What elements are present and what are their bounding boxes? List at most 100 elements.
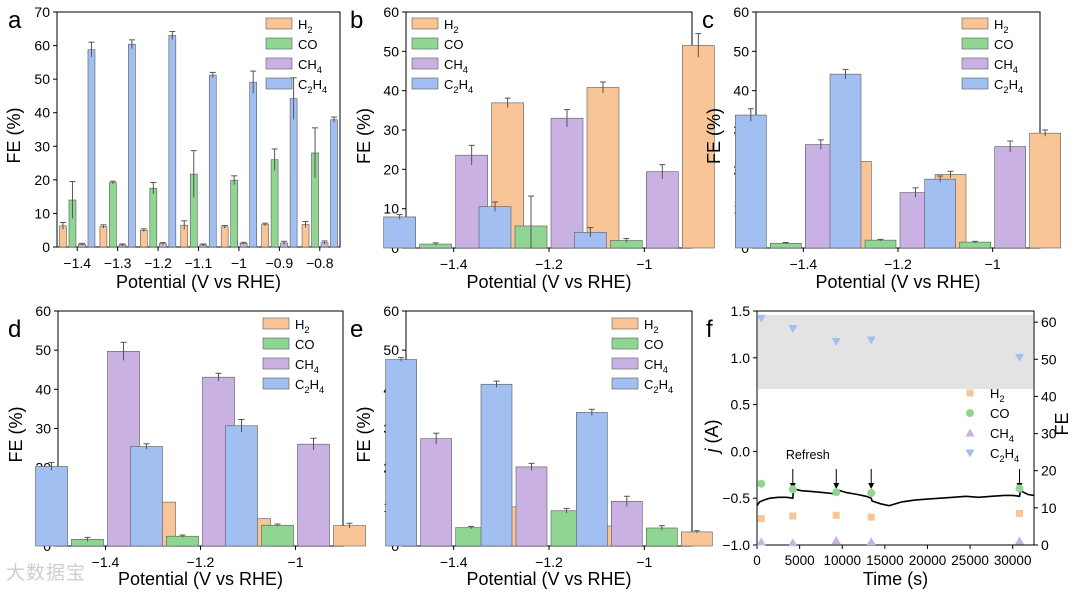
- y-right-tick-label: 50: [1041, 351, 1057, 367]
- marker-CH4: [831, 536, 841, 545]
- bar-C2H4: [225, 425, 258, 547]
- legend-swatch: [611, 337, 639, 350]
- y-tick-label: 20: [34, 172, 50, 188]
- bar-H2: [261, 224, 269, 248]
- bar-CH4: [297, 443, 330, 547]
- x-axis-label: Potential (V vs RHE): [815, 272, 980, 292]
- legend-swatch: [611, 357, 639, 370]
- y-tick-label: 40: [733, 83, 749, 99]
- bar-C2H4: [289, 98, 298, 248]
- panel-letter: a: [8, 7, 22, 34]
- y-tick-label: 60: [383, 303, 399, 319]
- y-left-tick-label: −0.5: [722, 490, 750, 506]
- x-tick-label: −1: [636, 256, 652, 272]
- x-tick-label: −1.2: [144, 255, 172, 271]
- x-tick-label: 5000: [785, 553, 815, 568]
- legend-swatch: [411, 37, 439, 50]
- bar-CH4: [611, 501, 643, 547]
- legend-label: H2: [990, 386, 1005, 404]
- marker-H2: [757, 515, 765, 523]
- bar-CO: [959, 241, 991, 249]
- x-tick-label: −1: [985, 256, 1001, 272]
- y-right-axis-label: FE: [1052, 412, 1072, 435]
- bar-H2: [1029, 132, 1061, 249]
- legend-label: CO: [298, 37, 318, 52]
- y-left-tick-label: 0.0: [731, 443, 751, 459]
- refresh-arrowhead: [868, 483, 875, 489]
- bar-C2H4: [478, 206, 512, 249]
- bar-C2H4: [924, 178, 956, 249]
- x-tick-label: 15000: [866, 553, 904, 568]
- bar-CO: [864, 239, 897, 249]
- bar-C2H4: [87, 49, 96, 248]
- legend-swatch: [265, 57, 293, 70]
- legend-swatch: [961, 77, 989, 90]
- bar-CO: [270, 159, 279, 248]
- marker-CO: [832, 488, 841, 497]
- legend-swatch: [262, 357, 290, 370]
- bar-CO: [646, 527, 678, 547]
- panel-letter: e: [350, 316, 363, 343]
- legend-swatch: [411, 77, 439, 90]
- bar-CH4: [550, 117, 584, 249]
- x-tick-label: −1.1: [185, 255, 213, 271]
- panel-letter: d: [8, 316, 21, 343]
- bar-CO: [166, 535, 199, 547]
- bar-C2H4: [249, 81, 257, 248]
- y-tick-label: 30: [35, 421, 51, 437]
- panel-f: −1.0 −0.5 0.0 0.5 1.0 1.5 0 10 20 30 40 50 60 0 5000 10…: [702, 303, 1072, 589]
- legend-label: C2H4: [644, 377, 673, 395]
- bar-C2H4: [208, 74, 217, 248]
- legend-label: CH4: [295, 357, 319, 375]
- x-tick-label: −0.9: [266, 255, 294, 271]
- y-tick-label: 70: [34, 4, 50, 20]
- bar-C2H4: [385, 359, 417, 547]
- legend-label: CO: [444, 37, 464, 52]
- x-tick-label: −1.2: [535, 256, 563, 272]
- y-right-tick-label: 30: [1041, 426, 1057, 442]
- bar-H2: [586, 87, 620, 249]
- x-tick-label: −1.3: [104, 255, 132, 271]
- bar-CH4: [646, 171, 679, 249]
- x-tick-label: −1.2: [535, 554, 563, 570]
- legend-marker: [966, 409, 974, 417]
- y-tick-label: 30: [383, 122, 399, 138]
- marker-C2H4: [1015, 353, 1025, 362]
- y-tick-label: 40: [34, 105, 50, 121]
- legend-label: CO: [990, 406, 1010, 421]
- x-tick-label: −1.2: [884, 256, 912, 272]
- marker-CH4: [788, 538, 798, 547]
- bar-H2: [140, 229, 148, 248]
- bar-C2H4: [829, 73, 862, 249]
- y-tick-label: 50: [35, 342, 51, 358]
- legend-swatch: [961, 57, 989, 70]
- panel-letter: b: [350, 7, 363, 34]
- x-tick-label: −1.4: [440, 256, 468, 272]
- legend-label: H2: [295, 317, 310, 335]
- bar-CH4: [994, 146, 1026, 249]
- marker-CO: [1015, 484, 1024, 493]
- y-axis-label: FE (%): [6, 407, 26, 463]
- y-left-tick-label: 1.5: [731, 303, 751, 319]
- y-tick-label: 50: [383, 342, 399, 358]
- y-axis-label: FE (%): [4, 108, 24, 164]
- x-tick-label: −1.4: [63, 255, 91, 271]
- legend-swatch: [265, 17, 293, 30]
- y-tick-label: 50: [383, 43, 399, 59]
- y-right-tick-label: 40: [1041, 388, 1057, 404]
- y-tick-label: 60: [34, 38, 50, 54]
- legend-marker: [965, 428, 975, 437]
- y-tick-label: 20: [383, 161, 399, 177]
- bar-H2: [681, 531, 713, 547]
- legend-marker: [966, 389, 974, 397]
- legend-marker: [965, 449, 975, 458]
- legend-label: CO: [644, 337, 664, 352]
- x-tick-label: 30000: [994, 553, 1032, 568]
- x-tick-label: 25000: [951, 553, 989, 568]
- marker-CH4: [866, 537, 876, 546]
- y-tick-label: 40: [383, 83, 399, 99]
- bar-C2H4: [330, 119, 338, 248]
